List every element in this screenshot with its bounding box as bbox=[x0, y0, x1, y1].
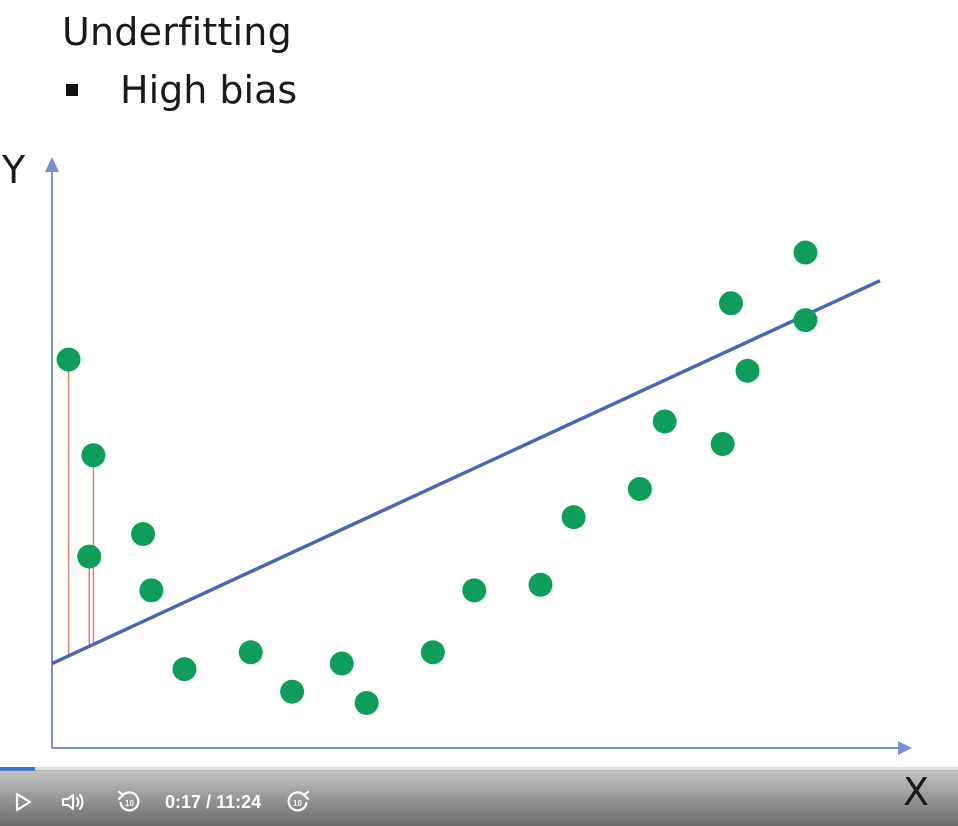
slide-title: Underfitting bbox=[62, 10, 292, 54]
data-point bbox=[718, 291, 743, 316]
svg-text:10: 10 bbox=[293, 799, 302, 808]
x-axis-label: X bbox=[903, 770, 930, 814]
x-axis-arrow bbox=[898, 741, 912, 755]
data-point bbox=[56, 347, 81, 372]
current-time: 0:17 bbox=[165, 792, 202, 812]
y-axis-arrow bbox=[45, 157, 59, 172]
time-display: 0:17 / 11:24 bbox=[165, 792, 261, 813]
rewind-10-icon: 10 bbox=[117, 790, 140, 812]
forward-10-icon: 10 bbox=[287, 790, 310, 812]
duration: 11:24 bbox=[216, 792, 262, 812]
time-separator: / bbox=[206, 792, 212, 812]
svg-text:10: 10 bbox=[125, 799, 134, 808]
data-point bbox=[793, 240, 818, 265]
data-points bbox=[56, 240, 818, 715]
regression-line bbox=[51, 279, 881, 666]
data-point bbox=[793, 308, 818, 333]
residual-lines bbox=[67, 359, 95, 656]
bullet-item: High bias bbox=[62, 68, 297, 112]
progress-bar[interactable] bbox=[0, 767, 958, 771]
data-point bbox=[172, 657, 197, 682]
data-point bbox=[81, 443, 106, 468]
data-point bbox=[354, 690, 379, 715]
chart-axes bbox=[45, 157, 912, 755]
data-point bbox=[329, 651, 354, 676]
play-button[interactable] bbox=[9, 788, 37, 816]
forward-10-button[interactable]: 10 bbox=[284, 788, 312, 816]
data-point bbox=[561, 505, 586, 530]
data-point bbox=[280, 679, 305, 704]
player-controls bbox=[0, 770, 958, 826]
volume-icon bbox=[62, 794, 84, 810]
data-point bbox=[627, 477, 652, 502]
progress-fill bbox=[0, 767, 36, 771]
data-point bbox=[238, 640, 263, 665]
data-point bbox=[420, 640, 445, 665]
volume-button[interactable] bbox=[59, 788, 87, 816]
data-point bbox=[528, 572, 553, 597]
data-point bbox=[77, 544, 102, 569]
data-point bbox=[131, 522, 156, 547]
play-icon bbox=[15, 792, 32, 812]
data-point bbox=[139, 578, 164, 603]
data-point bbox=[710, 431, 735, 456]
data-point bbox=[462, 578, 487, 603]
regression-line-group bbox=[51, 279, 881, 666]
y-axis-label: Y bbox=[1, 148, 26, 192]
bullet-square-icon bbox=[66, 84, 78, 96]
data-point bbox=[735, 358, 760, 383]
bullet-text: High bias bbox=[120, 68, 298, 112]
rewind-10-button[interactable]: 10 bbox=[115, 788, 143, 816]
data-point bbox=[652, 409, 677, 434]
